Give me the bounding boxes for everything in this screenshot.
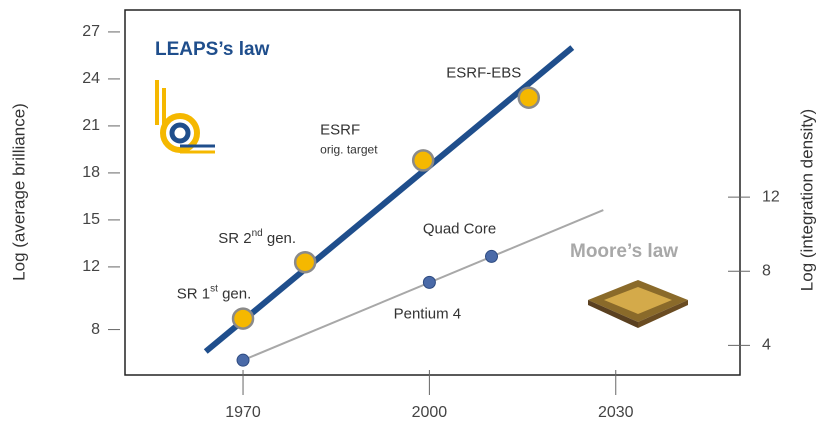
y-tick-label: 12 [82, 258, 100, 275]
label-rest: gen. [263, 230, 296, 247]
label-text: Quad Core [423, 220, 496, 237]
point-label: ESRF [320, 121, 360, 138]
point-label-line2: orig. target [320, 143, 378, 157]
law-label: LEAPS’s law [155, 39, 270, 60]
y2-tick-label: 4 [762, 337, 771, 354]
data-point [519, 88, 539, 108]
label-rest: gen. [218, 286, 251, 303]
y2-tick-label: 8 [762, 262, 771, 279]
x-tick-label: 1970 [225, 404, 261, 421]
chart: Log (average brilliance) Log (integratio… [0, 0, 828, 428]
x-tick-label: 2000 [412, 404, 448, 421]
trend-line [206, 48, 573, 352]
point-label: SR 1st gen. [177, 283, 252, 302]
data-point [413, 150, 433, 170]
data-point [423, 276, 435, 288]
leaps-logo [157, 80, 215, 152]
y-axis-title: Log (average brilliance) [9, 103, 28, 281]
point-label: Quad Core [423, 220, 496, 237]
label-text: ESRF [320, 121, 360, 138]
y-tick-label: 27 [82, 23, 100, 40]
y2-tick-label: 12 [762, 188, 780, 205]
label-text: Pentium 4 [394, 305, 462, 322]
data-point [233, 309, 253, 329]
chip-icon [588, 280, 688, 328]
label-sup: nd [252, 228, 263, 239]
data-point [295, 252, 315, 272]
y-tick-label: 15 [82, 211, 100, 228]
label-text: SR 2 [218, 230, 251, 247]
point-label: ESRF-EBS [446, 65, 521, 82]
point-label: Pentium 4 [394, 305, 462, 322]
label-text: SR 1 [177, 286, 210, 303]
y2-axis-title: Log (integration density) [797, 109, 816, 291]
y-tick-label: 21 [82, 117, 100, 134]
point-label: SR 2nd gen. [218, 228, 296, 247]
y-tick-label: 8 [91, 321, 100, 338]
y-tick-label: 18 [82, 164, 100, 181]
label-text: ESRF-EBS [446, 65, 521, 82]
data-point [237, 354, 249, 366]
law-label: Moore’s law [570, 241, 678, 262]
x-tick-label: 2030 [598, 404, 634, 421]
y-tick-label: 24 [82, 70, 100, 87]
data-point [486, 250, 498, 262]
